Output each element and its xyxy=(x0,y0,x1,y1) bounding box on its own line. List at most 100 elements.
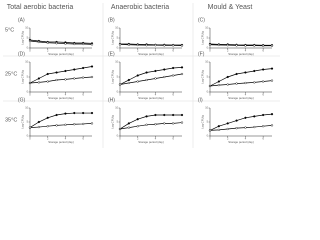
x-axis-label: Storage period (day) xyxy=(138,52,164,56)
point xyxy=(262,125,265,128)
point xyxy=(262,68,265,71)
point xyxy=(136,80,139,83)
point xyxy=(270,113,274,116)
series-line xyxy=(29,112,92,128)
point xyxy=(217,128,220,131)
y-tick-label: 0 xyxy=(117,135,119,138)
axes xyxy=(119,108,182,137)
axes xyxy=(119,62,182,93)
point xyxy=(226,75,229,79)
point xyxy=(55,71,58,74)
y-tick-label: 0 xyxy=(117,47,119,50)
x-axis-label: Storage period (day) xyxy=(138,96,164,100)
point xyxy=(90,43,94,46)
point xyxy=(172,74,175,77)
y-axis-label: Log CFU/g xyxy=(111,31,115,45)
point xyxy=(208,84,212,88)
x-tick-label: 4 xyxy=(155,138,157,141)
point xyxy=(118,127,122,131)
x-tick-label: 0 xyxy=(209,138,211,141)
panel-label: (H) xyxy=(108,97,115,103)
y-axis-label: Log CFU/g xyxy=(201,115,205,129)
column-header: Mould & Yeast xyxy=(208,4,253,11)
y-tick-label: 5 xyxy=(27,121,29,124)
point xyxy=(244,44,247,47)
y-tick-label: 0 xyxy=(27,135,29,138)
point xyxy=(82,122,85,126)
series-line xyxy=(29,123,93,128)
point xyxy=(46,80,49,83)
series-line xyxy=(209,113,273,131)
point xyxy=(180,66,184,69)
point xyxy=(73,111,76,115)
x-tick-label: 6 xyxy=(82,50,84,53)
x-tick-label: 6 xyxy=(82,94,84,97)
point xyxy=(136,118,139,121)
y-tick-label: 10 xyxy=(205,107,208,110)
panel-label: (F) xyxy=(198,51,205,57)
point xyxy=(163,75,166,79)
series-line xyxy=(120,43,182,46)
point xyxy=(180,113,184,117)
point xyxy=(244,116,247,119)
y-tick-label: 5 xyxy=(207,37,209,40)
point xyxy=(163,122,166,125)
y-tick-label: 5 xyxy=(117,76,119,79)
point xyxy=(82,66,85,70)
y-tick-label: 10 xyxy=(25,107,28,110)
point xyxy=(253,69,256,73)
point xyxy=(55,78,58,82)
point xyxy=(154,69,157,73)
figure: Total aerobic bacteria Anaerobic bacteria… xyxy=(3,3,280,148)
x-axis-label: Storage period (day) xyxy=(48,52,74,56)
y-tick-label: 5 xyxy=(207,76,209,79)
series-line xyxy=(209,125,273,131)
point xyxy=(270,79,274,82)
point xyxy=(136,74,139,77)
point xyxy=(163,44,166,47)
point xyxy=(118,83,122,86)
point xyxy=(127,43,130,46)
point xyxy=(154,44,157,47)
x-axis-label: Storage period (day) xyxy=(48,140,74,144)
y-tick-label: 0 xyxy=(117,91,119,94)
panel-label: (C) xyxy=(198,17,205,23)
point xyxy=(172,44,175,47)
series-line xyxy=(119,44,183,46)
point xyxy=(145,115,148,118)
x-tick-label: 2 xyxy=(47,50,49,53)
point xyxy=(217,83,220,87)
point xyxy=(262,80,265,83)
x-tick-label: 2 xyxy=(47,94,49,97)
point xyxy=(226,83,229,86)
series-line xyxy=(209,43,272,46)
y-axis-label: Log CFU/g xyxy=(21,115,25,129)
point xyxy=(244,81,247,85)
y-tick-label: 0 xyxy=(207,135,209,138)
x-tick-label: 0 xyxy=(29,138,31,141)
column-header: Anaerobic bacteria xyxy=(111,4,169,11)
point xyxy=(235,119,238,122)
point xyxy=(180,44,184,47)
x-tick-label: 4 xyxy=(245,50,247,53)
y-tick-label: 5 xyxy=(27,76,29,79)
point xyxy=(145,44,148,47)
point xyxy=(73,123,76,126)
x-tick-label: 4 xyxy=(65,94,67,97)
x-axis-label: Storage period (day) xyxy=(228,140,254,144)
x-tick-label: 6 xyxy=(262,138,264,141)
point xyxy=(55,113,58,117)
x-tick-label: 2 xyxy=(137,138,139,141)
y-axis-label: Log CFU/g xyxy=(201,31,205,45)
point xyxy=(226,127,229,131)
point xyxy=(37,77,40,80)
series-line xyxy=(29,40,93,45)
y-axis-label: Log CFU/g xyxy=(201,70,205,84)
x-tick-label: 0 xyxy=(119,94,121,97)
point xyxy=(82,42,85,46)
point xyxy=(217,43,220,47)
point xyxy=(172,113,175,117)
axes xyxy=(209,108,272,137)
series-line xyxy=(209,44,272,47)
x-axis-label: Storage period (day) xyxy=(138,140,164,144)
